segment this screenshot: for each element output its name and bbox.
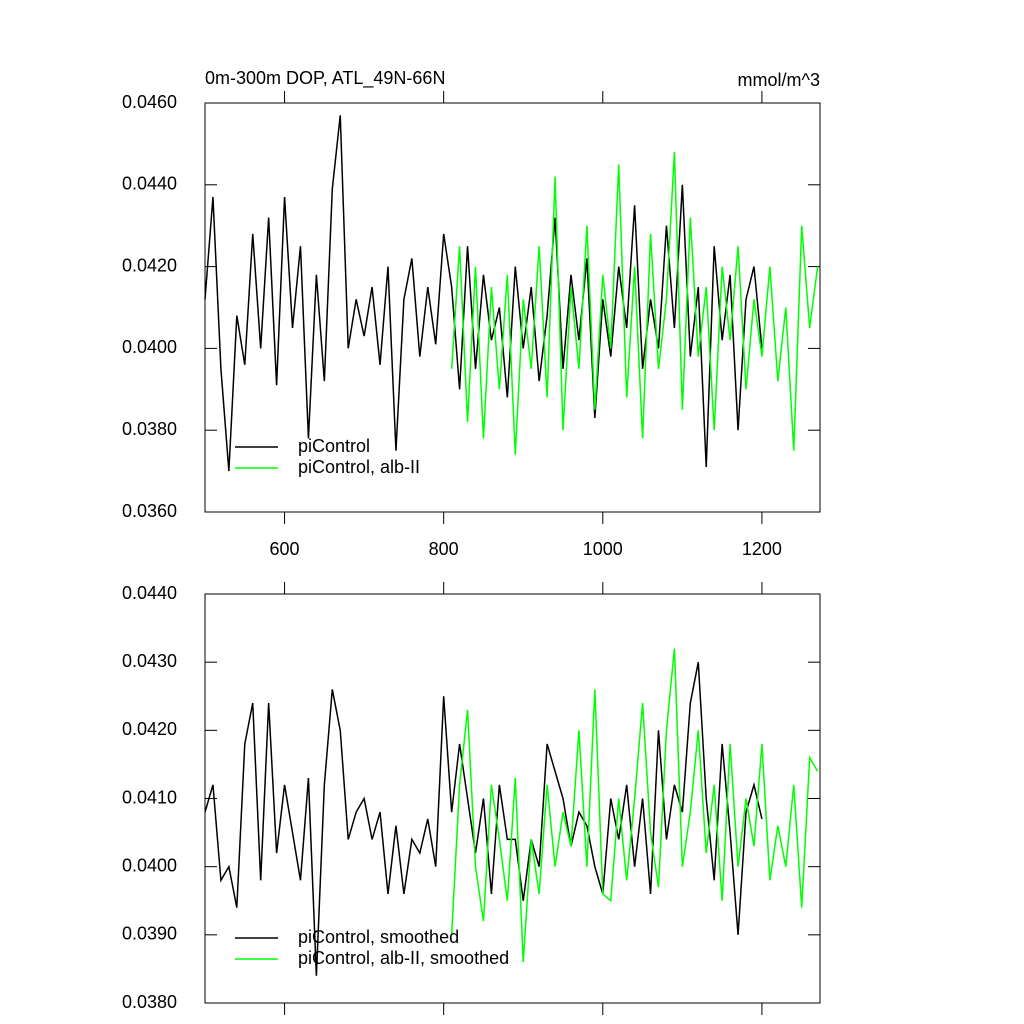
x-tick-label: 1200 <box>742 539 782 559</box>
y-tick-label: 0.0360 <box>122 501 177 521</box>
y-tick-label: 0.0390 <box>122 924 177 944</box>
data-line <box>450 152 819 455</box>
legend-label: piControl <box>298 436 370 456</box>
y-tick-label: 0.0420 <box>122 255 177 275</box>
y-tick-label: 0.0410 <box>122 787 177 807</box>
y-tick-label: 0.0420 <box>122 719 177 739</box>
units-label: mmol/m^3 <box>738 70 820 90</box>
y-tick-label: 0.0380 <box>122 992 177 1012</box>
legend-label: piControl, alb-II, smoothed <box>298 948 509 968</box>
x-tick-label: 1000 <box>583 539 623 559</box>
data-line <box>204 662 763 976</box>
legend-label: piControl, alb-II <box>298 457 420 477</box>
y-tick-label: 0.0400 <box>122 855 177 875</box>
chart-title: 0m-300m DOP, ATL_49N-66N <box>205 68 445 89</box>
y-tick-label: 0.0430 <box>122 651 177 671</box>
x-tick-label: 800 <box>429 539 459 559</box>
y-tick-label: 0.0440 <box>122 174 177 194</box>
y-tick-label: 0.0400 <box>122 337 177 357</box>
y-tick-label: 0.0440 <box>122 583 177 603</box>
y-tick-label: 0.0380 <box>122 419 177 439</box>
legend-label: piControl, smoothed <box>298 927 459 947</box>
plot-frame <box>204 102 821 513</box>
y-tick-label: 0.0460 <box>122 92 177 112</box>
data-line <box>450 648 819 963</box>
x-tick-label: 600 <box>270 539 300 559</box>
